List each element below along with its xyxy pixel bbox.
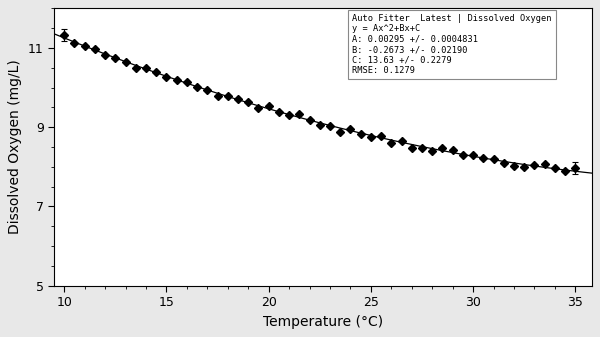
X-axis label: Temperature (°C): Temperature (°C) [263, 315, 383, 329]
Y-axis label: Dissolved Oxygen (mg/L): Dissolved Oxygen (mg/L) [8, 60, 22, 235]
Text: Auto Fitter  Latest | Dissolved Oxygen
y = Ax^2+Bx+C
A: 0.00295 +/- 0.0004831
B:: Auto Fitter Latest | Dissolved Oxygen y … [352, 14, 552, 75]
